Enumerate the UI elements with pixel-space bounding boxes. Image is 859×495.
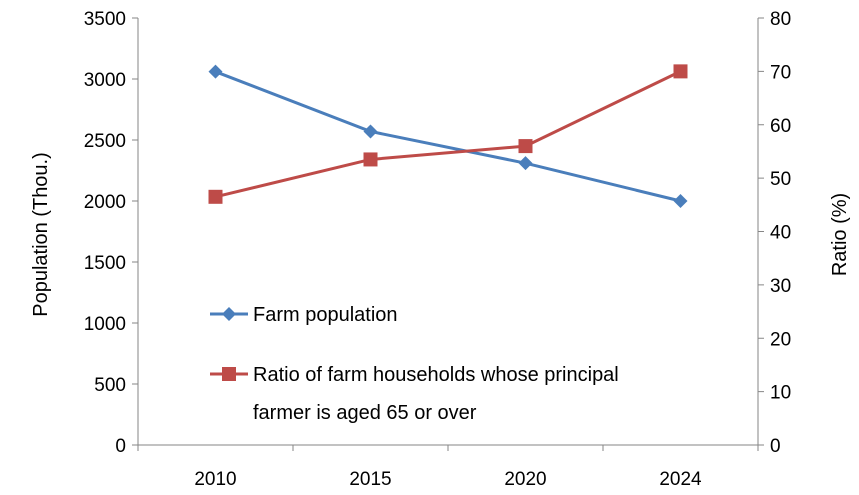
legend-item-ratio: Ratio of farm households whose principal… bbox=[210, 364, 619, 424]
series-line-0 bbox=[214, 70, 681, 203]
left-tick-label: 500 bbox=[94, 375, 126, 396]
x-tick-label: 2015 bbox=[349, 469, 391, 490]
legend-marker-diamond bbox=[222, 307, 236, 321]
series-layer bbox=[208, 64, 688, 208]
square-marker bbox=[208, 189, 223, 204]
series-line-1 bbox=[215, 70, 682, 199]
left-tick-label: 3000 bbox=[84, 70, 126, 91]
x-ticks: 2010 2015 2020 2024 bbox=[137, 445, 759, 490]
left-tick-label: 3500 bbox=[84, 9, 126, 30]
right-tick-label: 50 bbox=[770, 169, 791, 190]
x-tick-label: 2020 bbox=[504, 469, 546, 490]
left-tick-label: 0 bbox=[115, 436, 126, 457]
legend-label-ratio-line-1: Ratio of farm households whose principal bbox=[253, 364, 619, 386]
legend: Farm population Ratio of farm households… bbox=[210, 304, 619, 424]
square-marker bbox=[363, 152, 378, 167]
left-y-axis-title: Population (Thou.) bbox=[30, 152, 52, 317]
right-y-axis-title: Ratio (%) bbox=[829, 193, 851, 276]
diamond-marker bbox=[208, 64, 223, 79]
right-tick-label: 0 bbox=[770, 436, 781, 457]
right-tick-label: 70 bbox=[770, 62, 791, 83]
right-tick-label: 30 bbox=[770, 276, 791, 297]
diamond-marker bbox=[518, 156, 533, 171]
x-tick-label: 2024 bbox=[659, 469, 702, 490]
right-tick-label: 10 bbox=[770, 383, 791, 404]
right-tick-label: 20 bbox=[770, 329, 791, 350]
legend-marker-square bbox=[222, 367, 236, 381]
right-y-ticks: 0 10 20 30 40 50 60 70 80 bbox=[758, 9, 791, 457]
square-marker bbox=[673, 64, 688, 79]
left-tick-label: 1500 bbox=[84, 253, 126, 274]
left-tick-label: 1000 bbox=[84, 314, 126, 335]
right-tick-label: 80 bbox=[770, 9, 791, 30]
x-tick-label: 2010 bbox=[194, 469, 236, 490]
right-tick-label: 40 bbox=[770, 223, 791, 244]
right-tick-label: 60 bbox=[770, 116, 791, 137]
legend-label-ratio-line-2: farmer is aged 65 or over bbox=[253, 402, 477, 424]
left-y-ticks: 0 500 1000 1500 2000 2500 3000 3500 bbox=[84, 9, 138, 457]
left-tick-label: 2500 bbox=[84, 131, 126, 152]
left-tick-label: 2000 bbox=[84, 192, 126, 213]
diamond-marker bbox=[673, 194, 688, 208]
diamond-marker bbox=[363, 124, 378, 139]
square-marker bbox=[518, 139, 533, 154]
legend-label-farm-population: Farm population bbox=[253, 304, 398, 326]
legend-item-farm-population: Farm population bbox=[210, 304, 398, 326]
